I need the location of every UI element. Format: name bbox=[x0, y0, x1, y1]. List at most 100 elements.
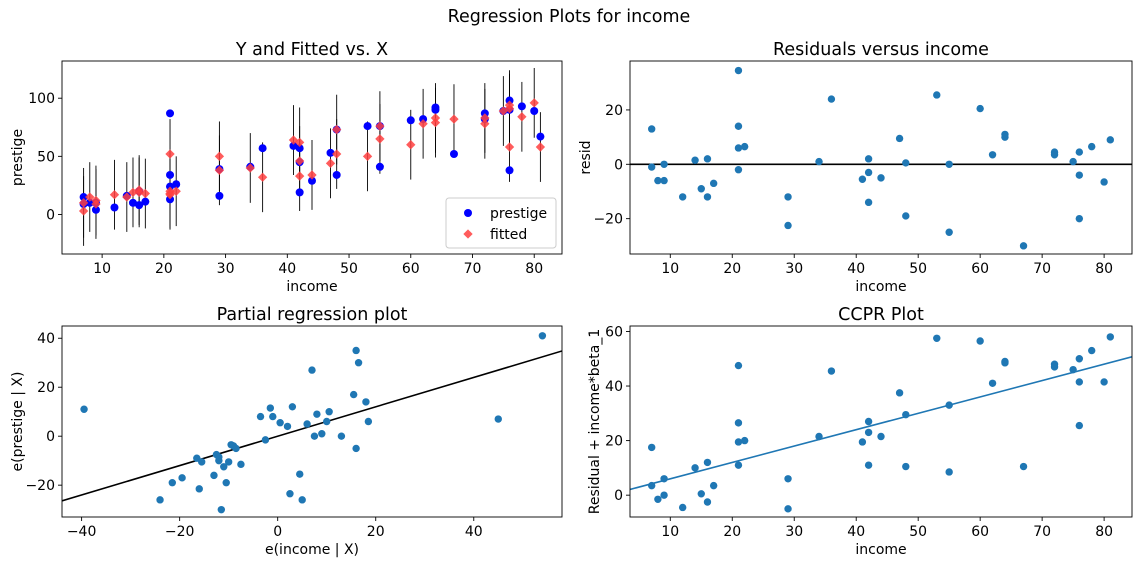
point-partial bbox=[323, 417, 331, 426]
point-prestige bbox=[295, 144, 304, 153]
point-resid bbox=[1075, 214, 1084, 223]
x-axis-label-partial-regression: e(income | X) bbox=[265, 542, 359, 558]
y-tick-label: −20 bbox=[25, 478, 55, 494]
x-tick-label: 50 bbox=[340, 261, 358, 277]
point-ccpr bbox=[784, 475, 792, 483]
y-axis-label-y-and-fitted: prestige bbox=[10, 129, 26, 186]
point-prestige bbox=[505, 166, 514, 175]
point-ccpr bbox=[734, 438, 743, 446]
point-fitted bbox=[375, 121, 385, 131]
x-tick-label: 10 bbox=[661, 261, 679, 277]
x-tick-label: 60 bbox=[971, 524, 989, 540]
point-prestige bbox=[128, 198, 137, 207]
panel-title-y-and-fitted: Y and Fitted vs. X bbox=[235, 40, 388, 60]
point-ccpr bbox=[1001, 359, 1009, 367]
x-tick-label: 70 bbox=[1033, 261, 1051, 277]
y-tick-label: 100 bbox=[28, 91, 55, 107]
point-prestige bbox=[326, 148, 335, 157]
point-fitted bbox=[504, 142, 515, 152]
point-fitted bbox=[109, 190, 120, 200]
point-prestige bbox=[530, 106, 539, 115]
panel-partial-regression: Partial regression plot e(income | X) e(… bbox=[10, 305, 563, 558]
legend-label-fitted: fitted bbox=[490, 227, 527, 243]
point-ccpr bbox=[1069, 365, 1077, 374]
point-resid bbox=[864, 155, 873, 163]
x-tick-label: −40 bbox=[67, 524, 97, 540]
point-partial bbox=[168, 479, 176, 487]
point-ccpr bbox=[895, 389, 904, 397]
panel-residuals-vs-income: Residuals versus income income resid 10 2… bbox=[578, 40, 1133, 295]
x-tick-label: 70 bbox=[1033, 524, 1051, 540]
point-fitted bbox=[165, 149, 175, 159]
point-fitted bbox=[325, 158, 336, 168]
point-prestige bbox=[141, 197, 150, 206]
y-axis-label-partial-regression: e(prestige | X) bbox=[10, 372, 26, 472]
x-tick-label: 10 bbox=[661, 524, 679, 540]
point-fitted bbox=[307, 170, 317, 180]
point-resid bbox=[945, 160, 953, 168]
x-tick-label: 20 bbox=[367, 524, 385, 540]
point-ccpr bbox=[784, 505, 792, 513]
point-ccpr bbox=[678, 503, 687, 512]
y-axis-label-ccpr: Residual + income*beta_1 bbox=[587, 329, 603, 515]
point-partial bbox=[325, 408, 333, 416]
point-partial bbox=[220, 463, 228, 471]
point-fitted bbox=[85, 192, 95, 202]
x-tick-label: 30 bbox=[785, 524, 803, 540]
point-partial bbox=[298, 496, 306, 504]
y-tick-label: 0 bbox=[46, 429, 55, 445]
panel-title-partial-regression: Partial regression plot bbox=[217, 305, 408, 325]
point-ccpr bbox=[945, 401, 953, 409]
fit-line bbox=[62, 350, 562, 502]
point-resid bbox=[734, 144, 743, 152]
point-prestige bbox=[449, 150, 458, 159]
point-ccpr bbox=[827, 367, 836, 375]
y-tick-label: 20 bbox=[605, 103, 623, 119]
point-fitted bbox=[134, 185, 144, 195]
point-resid bbox=[697, 185, 705, 193]
point-partial bbox=[337, 432, 346, 440]
x-tick-label: 80 bbox=[525, 261, 543, 277]
point-partial bbox=[364, 417, 373, 426]
point-ccpr bbox=[1106, 333, 1115, 341]
point-fitted bbox=[214, 151, 225, 162]
point-resid bbox=[647, 163, 656, 171]
point-ccpr bbox=[864, 461, 873, 469]
point-prestige bbox=[536, 132, 545, 141]
panel-title-residuals: Residuals versus income bbox=[773, 40, 989, 60]
x-tick-label: 60 bbox=[971, 261, 989, 277]
point-partial bbox=[178, 474, 186, 482]
point-resid bbox=[709, 179, 718, 188]
point-ccpr bbox=[740, 436, 749, 445]
point-partial bbox=[313, 410, 321, 418]
panel-y-and-fitted: Y and Fitted vs. X income prestige 10 20 3… bbox=[10, 40, 563, 295]
point-ccpr bbox=[734, 419, 743, 427]
x-tick-label: 40 bbox=[847, 261, 865, 277]
point-ccpr bbox=[703, 458, 712, 467]
point-ccpr bbox=[654, 495, 662, 503]
x-tick-label: 50 bbox=[909, 524, 927, 540]
point-resid bbox=[1001, 133, 1009, 141]
point-ccpr bbox=[647, 481, 656, 490]
plot-area-partial bbox=[62, 332, 562, 514]
point-resid bbox=[1106, 136, 1115, 144]
point-resid bbox=[988, 151, 997, 159]
point-ccpr bbox=[864, 417, 873, 426]
y-tick-label: −20 bbox=[593, 212, 623, 228]
point-ccpr bbox=[877, 432, 885, 441]
x-tick-label: 30 bbox=[217, 261, 235, 277]
point-partial bbox=[276, 419, 284, 427]
x-tick-label: −20 bbox=[165, 524, 195, 540]
legend-marker-fitted bbox=[463, 229, 473, 239]
y-tick-label: 40 bbox=[37, 331, 55, 347]
point-ccpr bbox=[976, 337, 984, 345]
point-prestige bbox=[289, 141, 298, 150]
point-partial bbox=[232, 444, 240, 453]
point-fitted bbox=[294, 171, 305, 181]
point-fitted bbox=[214, 165, 225, 175]
plot-area-ccpr bbox=[630, 333, 1132, 513]
point-ccpr bbox=[933, 334, 941, 342]
point-resid bbox=[1088, 142, 1096, 151]
point-fitted bbox=[430, 113, 441, 123]
x-tick-label: 40 bbox=[278, 261, 296, 277]
